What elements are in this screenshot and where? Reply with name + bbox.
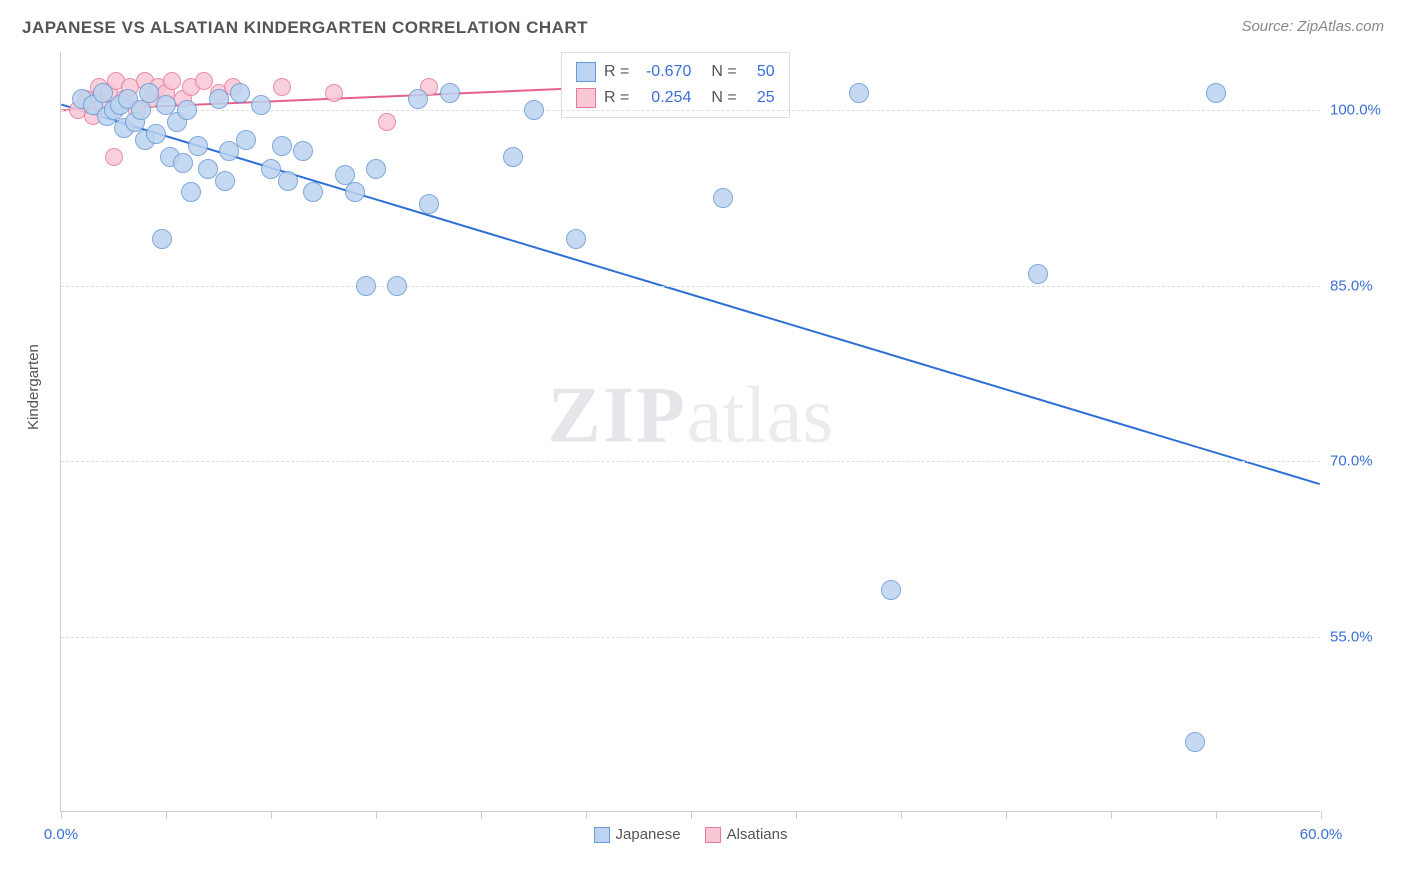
legend-r-label: R =: [604, 85, 629, 111]
legend-r-value: 0.254: [637, 85, 691, 111]
scatter-point: [881, 580, 901, 600]
scatter-point: [1028, 264, 1048, 284]
legend-swatch-icon: [594, 827, 610, 843]
correlation-legend: R = -0.670 N = 50 R = 0.254 N = 25: [561, 52, 790, 118]
scatter-point: [419, 194, 439, 214]
legend-n-value: 50: [745, 59, 775, 85]
y-tick-label: 85.0%: [1330, 277, 1390, 294]
source-label: Source: ZipAtlas.com: [1241, 18, 1384, 35]
chart-title: JAPANESE VS ALSATIAN KINDERGARTEN CORREL…: [22, 18, 588, 38]
scatter-point: [131, 100, 151, 120]
scatter-point: [440, 83, 460, 103]
y-tick-label: 70.0%: [1330, 453, 1390, 470]
watermark: ZIPatlas: [548, 371, 834, 462]
legend-n-label: N =: [711, 59, 736, 85]
bottom-legend-item: Japanese: [594, 826, 681, 843]
y-axis-label: Kindergarten: [25, 344, 42, 430]
trend-lines: [61, 52, 1320, 811]
scatter-point: [188, 136, 208, 156]
scatter-point: [345, 182, 365, 202]
scatter-point: [105, 148, 123, 166]
legend-row: R = -0.670 N = 50: [576, 59, 775, 85]
scatter-point: [273, 78, 291, 96]
x-tick: [1216, 811, 1217, 819]
legend-swatch-icon: [705, 827, 721, 843]
gridline-h: [61, 286, 1320, 287]
scatter-point: [293, 141, 313, 161]
x-tick: [166, 811, 167, 819]
scatter-point: [325, 84, 343, 102]
scatter-point: [251, 95, 271, 115]
scatter-point: [236, 130, 256, 150]
scatter-point: [272, 136, 292, 156]
watermark-bold: ZIP: [548, 372, 687, 460]
scatter-point: [173, 153, 193, 173]
x-tick: [271, 811, 272, 819]
legend-swatch: [576, 62, 596, 82]
bottom-legend-label: Japanese: [616, 826, 681, 843]
scatter-point: [1185, 732, 1205, 752]
plot-area: ZIPatlas R =-0.670N =50R =0.254N =25 Jap…: [60, 52, 1320, 812]
gridline-h: [61, 110, 1320, 111]
x-tick-label: 0.0%: [44, 826, 78, 843]
bottom-legend-label: Alsatians: [727, 826, 788, 843]
gridline-h: [61, 637, 1320, 638]
x-tick: [1321, 811, 1322, 819]
scatter-point: [849, 83, 869, 103]
scatter-point: [278, 171, 298, 191]
legend-n-value: 25: [745, 85, 775, 111]
series-legend: Japanese Alsatians: [594, 826, 788, 843]
x-tick: [376, 811, 377, 819]
scatter-point: [230, 83, 250, 103]
y-tick-label: 100.0%: [1330, 102, 1390, 119]
scatter-point: [177, 100, 197, 120]
x-tick: [796, 811, 797, 819]
scatter-point: [408, 89, 428, 109]
x-tick: [1006, 811, 1007, 819]
gridline-h: [61, 461, 1320, 462]
y-tick-label: 55.0%: [1330, 628, 1390, 645]
scatter-point: [524, 100, 544, 120]
legend-row: R = 0.254 N = 25: [576, 85, 775, 111]
scatter-point: [163, 72, 181, 90]
scatter-point: [378, 113, 396, 131]
x-tick: [901, 811, 902, 819]
x-tick: [481, 811, 482, 819]
scatter-point: [209, 89, 229, 109]
scatter-point: [1206, 83, 1226, 103]
scatter-point: [566, 229, 586, 249]
scatter-point: [356, 276, 376, 296]
x-tick: [1111, 811, 1112, 819]
scatter-point: [713, 188, 733, 208]
legend-r-label: R =: [604, 59, 629, 85]
scatter-point: [181, 182, 201, 202]
watermark-rest: atlas: [687, 372, 834, 460]
legend-swatch: [576, 88, 596, 108]
legend-r-value: -0.670: [637, 59, 691, 85]
x-tick: [586, 811, 587, 819]
scatter-point: [387, 276, 407, 296]
scatter-point: [366, 159, 386, 179]
scatter-point: [152, 229, 172, 249]
scatter-point: [503, 147, 523, 167]
x-tick-label: 60.0%: [1300, 826, 1343, 843]
scatter-point: [146, 124, 166, 144]
legend-n-label: N =: [711, 85, 736, 111]
x-tick: [61, 811, 62, 819]
bottom-legend-item: Alsatians: [705, 826, 788, 843]
x-tick: [691, 811, 692, 819]
scatter-point: [303, 182, 323, 202]
scatter-point: [215, 171, 235, 191]
